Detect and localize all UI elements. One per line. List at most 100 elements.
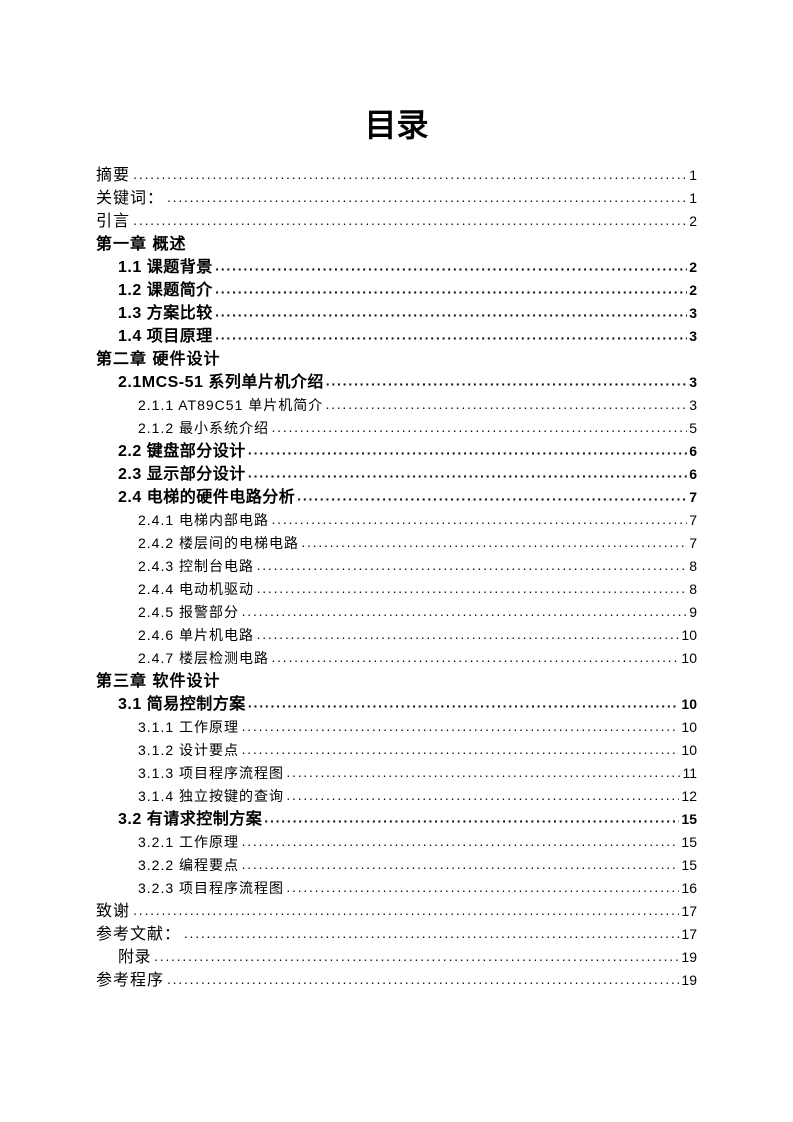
toc-leader-dots bbox=[286, 879, 679, 900]
toc-chapter: 第二章 硬件设计 bbox=[96, 348, 697, 371]
toc-leader-dots bbox=[248, 465, 687, 486]
toc-entry-label: 1.1 课题背景 bbox=[118, 256, 213, 279]
toc-entry-page: 10 bbox=[679, 647, 697, 670]
toc-entry-page: 12 bbox=[679, 785, 697, 808]
toc-entry-label: 参考文献： bbox=[96, 923, 181, 946]
toc-leader-dots bbox=[215, 304, 687, 325]
toc-entry-page: 15 bbox=[679, 808, 697, 831]
toc-entry-page: 11 bbox=[680, 762, 697, 785]
toc-leader-dots bbox=[271, 511, 687, 532]
toc-leader-dots bbox=[241, 856, 679, 877]
toc-entry: 关键词：1 bbox=[96, 187, 697, 210]
toc-leader-dots bbox=[264, 810, 679, 831]
toc-entry-page: 8 bbox=[687, 555, 697, 578]
toc-entry-page: 17 bbox=[679, 900, 697, 923]
toc-entry-page: 8 bbox=[687, 578, 697, 601]
toc-entry-label: 2.4 电梯的硬件电路分析 bbox=[118, 486, 295, 509]
toc-entry-page: 19 bbox=[679, 969, 697, 992]
toc-leader-dots bbox=[215, 258, 687, 279]
toc-entry-page: 15 bbox=[679, 854, 697, 877]
toc-entry-label: 3.1.3 项目程序流程图 bbox=[138, 762, 284, 785]
toc-leader-dots bbox=[248, 442, 687, 463]
toc-entry-page: 1 bbox=[687, 164, 697, 187]
toc-leader-dots bbox=[256, 580, 687, 601]
toc-entry: 2.2 键盘部分设计 6 bbox=[96, 440, 697, 463]
toc-entry-label: 2.1MCS-51 系列单片机介绍 bbox=[118, 371, 324, 394]
toc-leader-dots bbox=[154, 948, 680, 969]
toc-entry: 附录 19 bbox=[96, 946, 697, 969]
toc-entry-page: 19 bbox=[679, 946, 697, 969]
toc-entry-label: 2.4.7 楼层检测电路 bbox=[138, 647, 269, 670]
toc-leader-dots bbox=[133, 166, 687, 187]
toc-entry: 3.1 简易控制方案10 bbox=[96, 693, 697, 716]
toc-entry: 参考程序 19 bbox=[96, 969, 697, 992]
toc-entry-label: 附录 bbox=[118, 946, 151, 969]
toc-entry-label: 2.1.1 AT89C51 单片机简介 bbox=[138, 394, 323, 417]
toc-leader-dots bbox=[297, 488, 687, 509]
toc-entry: 3.2 有请求控制方案 15 bbox=[96, 808, 697, 831]
toc-leader-dots bbox=[167, 189, 688, 210]
toc-leader-dots bbox=[241, 741, 679, 762]
toc-leader-dots bbox=[271, 649, 679, 670]
toc-entry-label: 3.1.1 工作原理 bbox=[138, 716, 239, 739]
toc-leader-dots bbox=[241, 603, 687, 624]
toc-entry: 2.1.1 AT89C51 单片机简介3 bbox=[96, 394, 697, 417]
toc-leader-dots bbox=[133, 902, 680, 923]
toc-chapter: 第三章 软件设计 bbox=[96, 670, 697, 693]
toc-entry-label: 3.2.1 工作原理 bbox=[138, 831, 239, 854]
toc-entry-label: 3.1.2 设计要点 bbox=[138, 739, 239, 762]
toc-entry-page: 3 bbox=[687, 302, 697, 325]
toc-chapter: 第一章 概述 bbox=[96, 233, 697, 256]
toc-entry-page: 2 bbox=[687, 279, 697, 302]
toc-entry: 3.1.2 设计要点 10 bbox=[96, 739, 697, 762]
toc-entry-page: 15 bbox=[679, 831, 697, 854]
toc-entry: 2.1MCS-51 系列单片机介绍3 bbox=[96, 371, 697, 394]
toc-entry: 2.3 显示部分设计6 bbox=[96, 463, 697, 486]
toc-entry-page: 10 bbox=[679, 624, 697, 647]
toc-entry-label: 2.4.6 单片机电路 bbox=[138, 624, 254, 647]
toc-entry-page: 5 bbox=[687, 417, 697, 440]
toc-leader-dots bbox=[301, 534, 687, 555]
toc-title: 目录 bbox=[96, 100, 697, 146]
toc-entry-label: 2.4.1 电梯内部电路 bbox=[138, 509, 269, 532]
toc-entry-label: 参考程序 bbox=[96, 969, 164, 992]
toc-entry: 3.2.2 编程要点15 bbox=[96, 854, 697, 877]
toc-entry: 2.4.3 控制台电路 8 bbox=[96, 555, 697, 578]
toc-entry-page: 7 bbox=[687, 532, 697, 555]
toc-leader-dots bbox=[271, 419, 687, 440]
toc-entry-label: 摘要 bbox=[96, 164, 130, 187]
toc-entry-page: 6 bbox=[687, 440, 697, 463]
toc-entry-label: 2.2 键盘部分设计 bbox=[118, 440, 246, 463]
toc-entry-label: 2.4.3 控制台电路 bbox=[138, 555, 254, 578]
toc-leader-dots bbox=[215, 281, 687, 302]
toc-entry: 摘要 1 bbox=[96, 164, 697, 187]
toc-entry-label: 1.3 方案比较 bbox=[118, 302, 213, 325]
toc-entry-label: 2.4.2 楼层间的电梯电路 bbox=[138, 532, 299, 555]
toc-entry-label: 3.2 有请求控制方案 bbox=[118, 808, 262, 831]
toc-list: 摘要1关键词：1引言2第一章 概述1.1 课题背景21.2 课题简介21.3 方… bbox=[96, 164, 697, 992]
toc-entry-page: 9 bbox=[687, 601, 697, 624]
toc-entry-page: 6 bbox=[687, 463, 697, 486]
toc-entry: 3.1.4 独立按键的查询 12 bbox=[96, 785, 697, 808]
toc-entry-label: 1.4 项目原理 bbox=[118, 325, 213, 348]
toc-entry: 1.4 项目原理3 bbox=[96, 325, 697, 348]
toc-entry: 2.4.6 单片机电路 10 bbox=[96, 624, 697, 647]
toc-entry: 2.4 电梯的硬件电路分析7 bbox=[96, 486, 697, 509]
toc-entry-page: 1 bbox=[687, 187, 697, 210]
toc-entry: 1.3 方案比较 3 bbox=[96, 302, 697, 325]
toc-entry: 2.1.2 最小系统介绍 5 bbox=[96, 417, 697, 440]
toc-entry-label: 3.1.4 独立按键的查询 bbox=[138, 785, 284, 808]
toc-entry: 3.1.1 工作原理10 bbox=[96, 716, 697, 739]
toc-entry: 1.1 课题背景2 bbox=[96, 256, 697, 279]
toc-entry: 2.4.4 电动机驱动8 bbox=[96, 578, 697, 601]
toc-leader-dots bbox=[286, 787, 679, 808]
toc-entry-page: 16 bbox=[679, 877, 697, 900]
toc-leader-dots bbox=[133, 212, 687, 233]
toc-leader-dots bbox=[286, 764, 680, 785]
toc-entry-label: 致谢 bbox=[96, 900, 130, 923]
toc-entry-label: 2.1.2 最小系统介绍 bbox=[138, 417, 269, 440]
toc-leader-dots bbox=[326, 373, 688, 394]
toc-entry: 2.4.7 楼层检测电路 10 bbox=[96, 647, 697, 670]
toc-entry-label: 1.2 课题简介 bbox=[118, 279, 213, 302]
toc-entry-page: 10 bbox=[679, 739, 697, 762]
